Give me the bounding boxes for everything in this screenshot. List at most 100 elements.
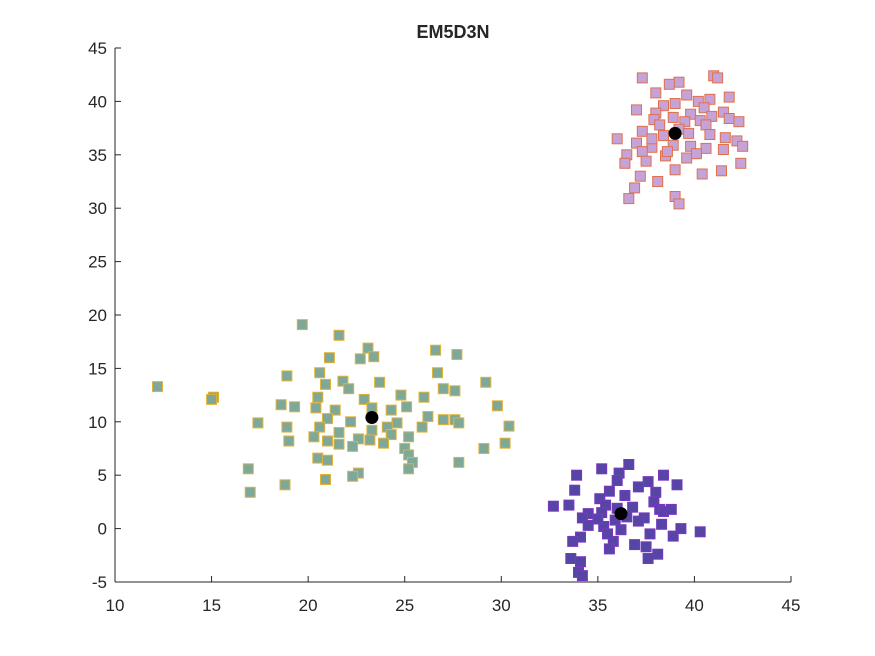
data-point xyxy=(416,421,428,433)
data-point xyxy=(242,463,254,475)
data-point xyxy=(654,119,666,131)
data-point xyxy=(629,539,641,551)
data-point xyxy=(322,454,333,466)
data-point xyxy=(667,530,679,542)
x-tick-label: 30 xyxy=(492,596,511,615)
data-point xyxy=(704,93,716,105)
data-point xyxy=(719,132,731,144)
data-point xyxy=(453,456,465,468)
data-point xyxy=(378,437,389,449)
data-point xyxy=(206,393,218,405)
data-point xyxy=(296,319,308,331)
y-tick-label: 40 xyxy=(88,92,107,111)
data-point xyxy=(631,137,642,149)
data-point xyxy=(704,129,716,140)
centroid-point xyxy=(614,507,628,521)
y-tick-label: 45 xyxy=(88,39,107,58)
y-tick-label: 30 xyxy=(88,199,107,218)
data-point xyxy=(636,146,648,158)
data-point xyxy=(478,443,490,454)
data-point xyxy=(333,329,345,341)
data-point xyxy=(345,416,357,428)
data-point xyxy=(437,414,449,426)
data-point xyxy=(692,95,704,107)
data-point xyxy=(499,437,511,449)
data-point xyxy=(281,370,293,382)
data-point xyxy=(314,367,326,379)
data-point xyxy=(403,463,415,475)
data-point xyxy=(717,106,729,118)
data-point xyxy=(685,108,697,120)
data-point xyxy=(723,113,735,124)
data-point xyxy=(596,463,608,475)
data-point xyxy=(717,144,729,155)
data-point xyxy=(565,553,577,564)
data-point xyxy=(667,139,679,151)
data-point xyxy=(432,367,443,379)
data-point xyxy=(312,391,324,403)
data-point xyxy=(352,433,364,445)
data-point xyxy=(333,438,345,450)
y-tick-label: 35 xyxy=(88,146,107,165)
data-point xyxy=(322,413,333,425)
data-point xyxy=(279,479,291,491)
data-point xyxy=(673,198,685,210)
data-point xyxy=(652,548,664,560)
data-point xyxy=(283,435,295,447)
centroid-point xyxy=(365,411,379,424)
centroid-point xyxy=(668,126,682,140)
data-point xyxy=(603,485,615,497)
data-point xyxy=(735,157,747,169)
data-point xyxy=(737,140,749,152)
data-point xyxy=(658,100,669,112)
data-point xyxy=(679,116,691,128)
data-point xyxy=(308,431,320,443)
data-point xyxy=(640,541,652,553)
data-point xyxy=(698,102,710,114)
data-point xyxy=(646,133,658,145)
data-point xyxy=(364,434,376,446)
data-point xyxy=(683,127,695,139)
data-point xyxy=(642,553,654,564)
data-point xyxy=(252,417,264,429)
data-point xyxy=(358,393,370,405)
x-tick-label: 45 xyxy=(782,596,801,615)
x-tick-label: 25 xyxy=(395,596,414,615)
data-point xyxy=(632,515,644,527)
data-point xyxy=(437,383,449,395)
data-point xyxy=(354,353,366,365)
x-tick-label: 15 xyxy=(202,596,221,615)
centroid-layer xyxy=(365,126,682,521)
data-point xyxy=(385,429,397,441)
y-tick-label: 10 xyxy=(88,413,107,432)
data-point xyxy=(322,435,333,447)
data-point xyxy=(712,72,724,84)
data-point xyxy=(663,78,675,90)
data-point xyxy=(547,500,559,512)
data-point xyxy=(636,72,648,84)
data-point xyxy=(576,570,588,582)
data-point xyxy=(418,391,430,403)
data-point xyxy=(281,421,293,433)
data-point xyxy=(152,381,163,393)
data-point xyxy=(706,110,718,122)
data-point xyxy=(690,148,702,160)
data-point xyxy=(650,486,662,498)
data-point xyxy=(374,376,386,388)
data-point xyxy=(673,76,685,88)
data-point xyxy=(685,140,697,152)
data-point xyxy=(347,440,359,452)
data-point xyxy=(627,501,639,513)
y-ticks: -5 0 5 10 15 20 25 30 35 40 45 xyxy=(88,39,121,592)
data-point xyxy=(451,349,463,360)
data-point xyxy=(631,104,642,116)
data-point xyxy=(329,404,341,416)
data-point xyxy=(700,119,712,131)
data-point xyxy=(401,401,413,413)
data-point xyxy=(603,543,615,555)
data-point xyxy=(503,420,515,432)
data-point xyxy=(652,176,664,187)
data-point xyxy=(623,459,635,470)
data-point xyxy=(347,470,359,482)
